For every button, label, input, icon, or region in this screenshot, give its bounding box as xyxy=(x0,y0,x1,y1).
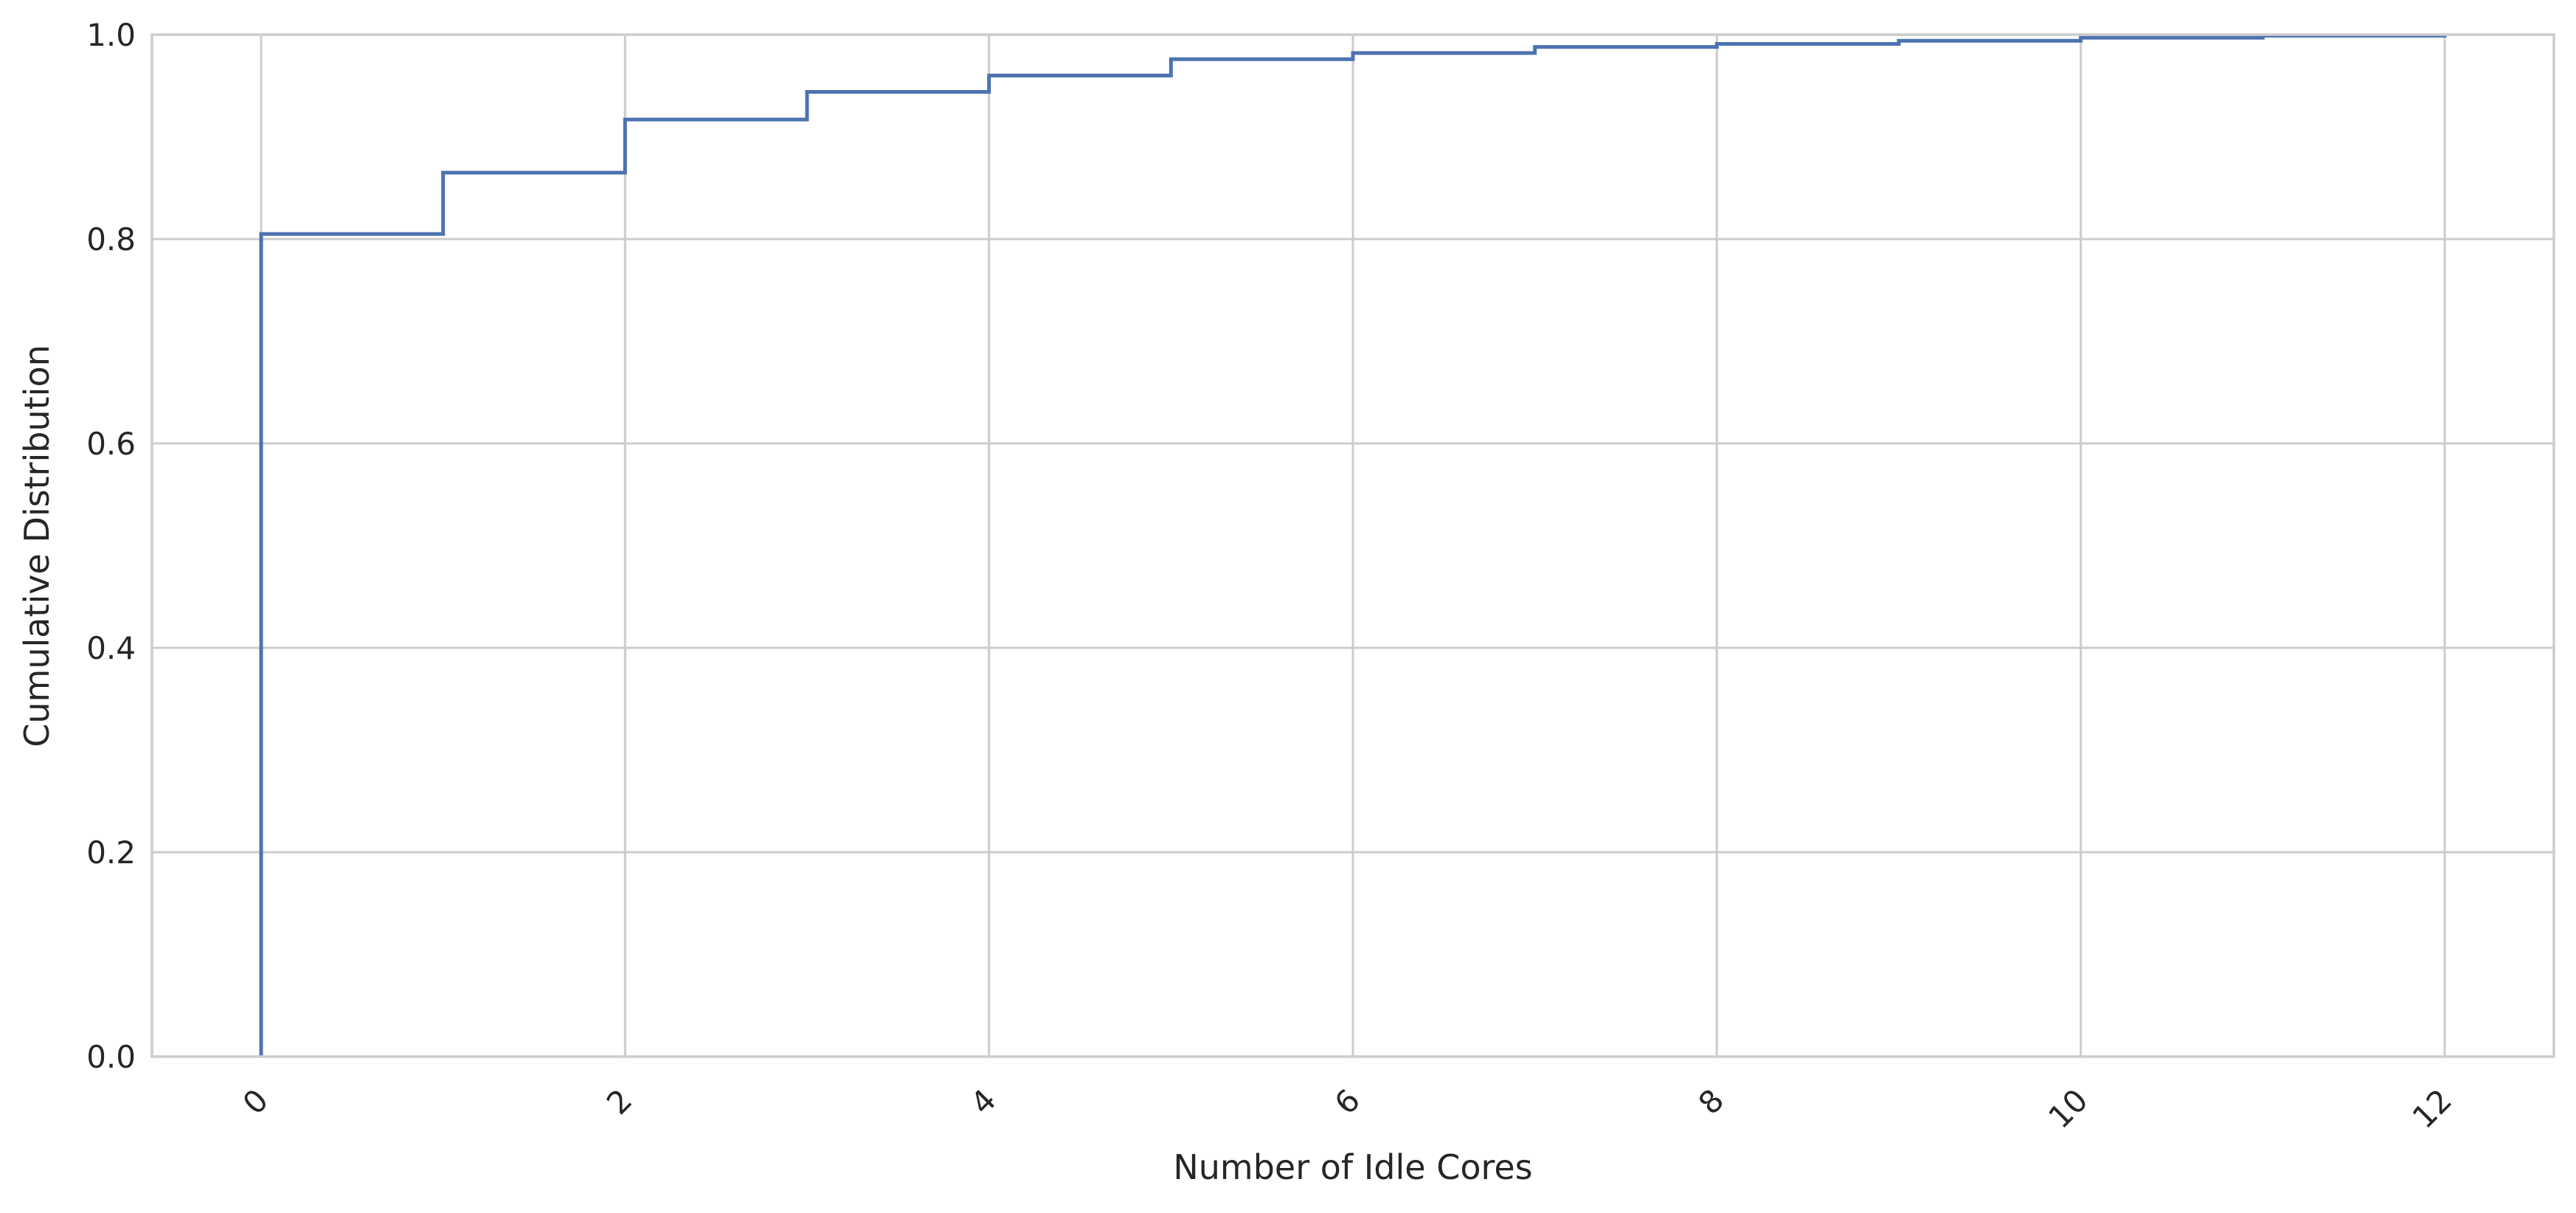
x-axis-label: Number of Idle Cores xyxy=(1173,1147,1532,1187)
cdf-step-line xyxy=(259,33,2447,1057)
y-tick-labels: 0.0 0.2 0.4 0.6 0.8 1.0 xyxy=(86,17,136,1075)
y-tick-label: 0.4 xyxy=(86,630,136,666)
y-tick-label: 0.8 xyxy=(86,221,136,258)
series-layer xyxy=(259,33,2447,1057)
x-tick-label: 12 xyxy=(2406,1082,2459,1135)
y-tick-label: 1.0 xyxy=(86,17,136,53)
x-tick-label: 2 xyxy=(600,1082,640,1122)
x-tick-label: 0 xyxy=(236,1082,276,1122)
x-tick-labels: 0 2 4 6 8 10 12 xyxy=(236,1082,2459,1135)
x-tick-label: 8 xyxy=(1692,1082,1731,1122)
x-tick-label: 4 xyxy=(963,1082,1003,1122)
x-tick-label: 6 xyxy=(1328,1082,1368,1122)
y-tick-label: 0.2 xyxy=(86,834,136,871)
plot-frame xyxy=(150,33,2555,1058)
y-tick-label: 0.0 xyxy=(86,1039,136,1075)
x-tick-label: 10 xyxy=(2041,1082,2094,1135)
y-tick-label: 0.6 xyxy=(86,426,136,462)
y-axis-label: Cumulative Distribution xyxy=(17,345,57,747)
grid xyxy=(152,33,2554,1058)
